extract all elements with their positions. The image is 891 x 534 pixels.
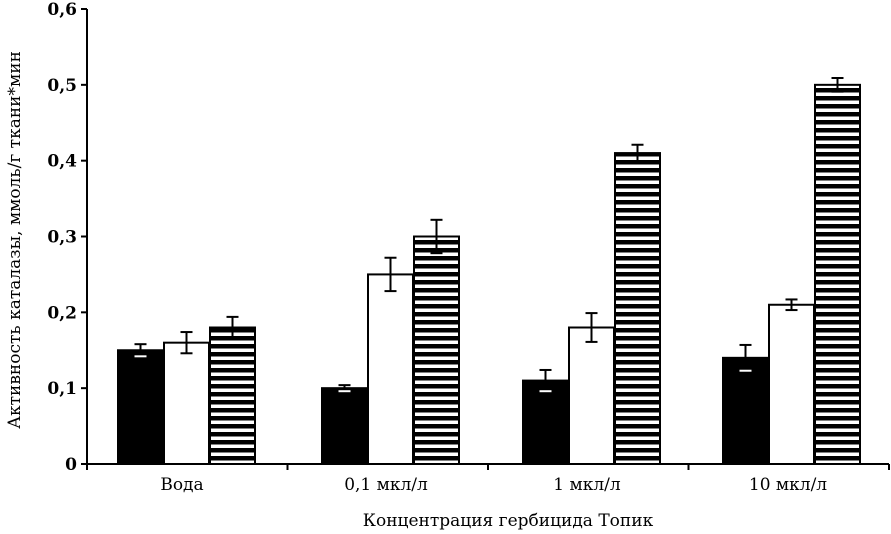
bar	[321, 387, 368, 465]
x-tick-label: 1 мкл/л	[553, 475, 621, 495]
x-axis-title: Концентрация гербицида Топик	[363, 511, 654, 531]
y-tick-label: 0,6	[47, 0, 77, 20]
y-tick-label: 0,3	[47, 228, 77, 248]
y-tick-label: 0,1	[47, 379, 77, 399]
y-tick-label: 0,4	[47, 152, 77, 172]
bar	[522, 379, 569, 466]
bar	[117, 349, 164, 465]
y-tick-label: 0,2	[47, 303, 77, 323]
bar	[722, 356, 769, 466]
labels: Активность каталазы, ммоль/г ткани*мин К…	[5, 51, 654, 531]
bar	[614, 152, 661, 465]
axes: 0 0,1 0,2 0,3 0,4 0,5 0,6 Вода 0,1 мкл/л 1 мкл/л 1…	[47, 0, 890, 495]
bar	[568, 326, 615, 465]
x-tick-label: Вода	[160, 475, 203, 495]
bar	[413, 235, 460, 465]
bar	[814, 83, 861, 465]
bars	[117, 77, 861, 466]
bar	[367, 273, 414, 465]
y-axis-title: Активность каталазы, ммоль/г ткани*мин	[5, 51, 25, 429]
x-tick-label: 0,1 мкл/л	[344, 475, 428, 495]
x-tick-label: 10 мкл/л	[749, 475, 827, 495]
bar	[768, 303, 815, 465]
y-tick-label: 0	[65, 455, 77, 475]
bar	[163, 341, 210, 465]
y-tick-label: 0,5	[47, 76, 77, 96]
bar	[209, 326, 256, 465]
